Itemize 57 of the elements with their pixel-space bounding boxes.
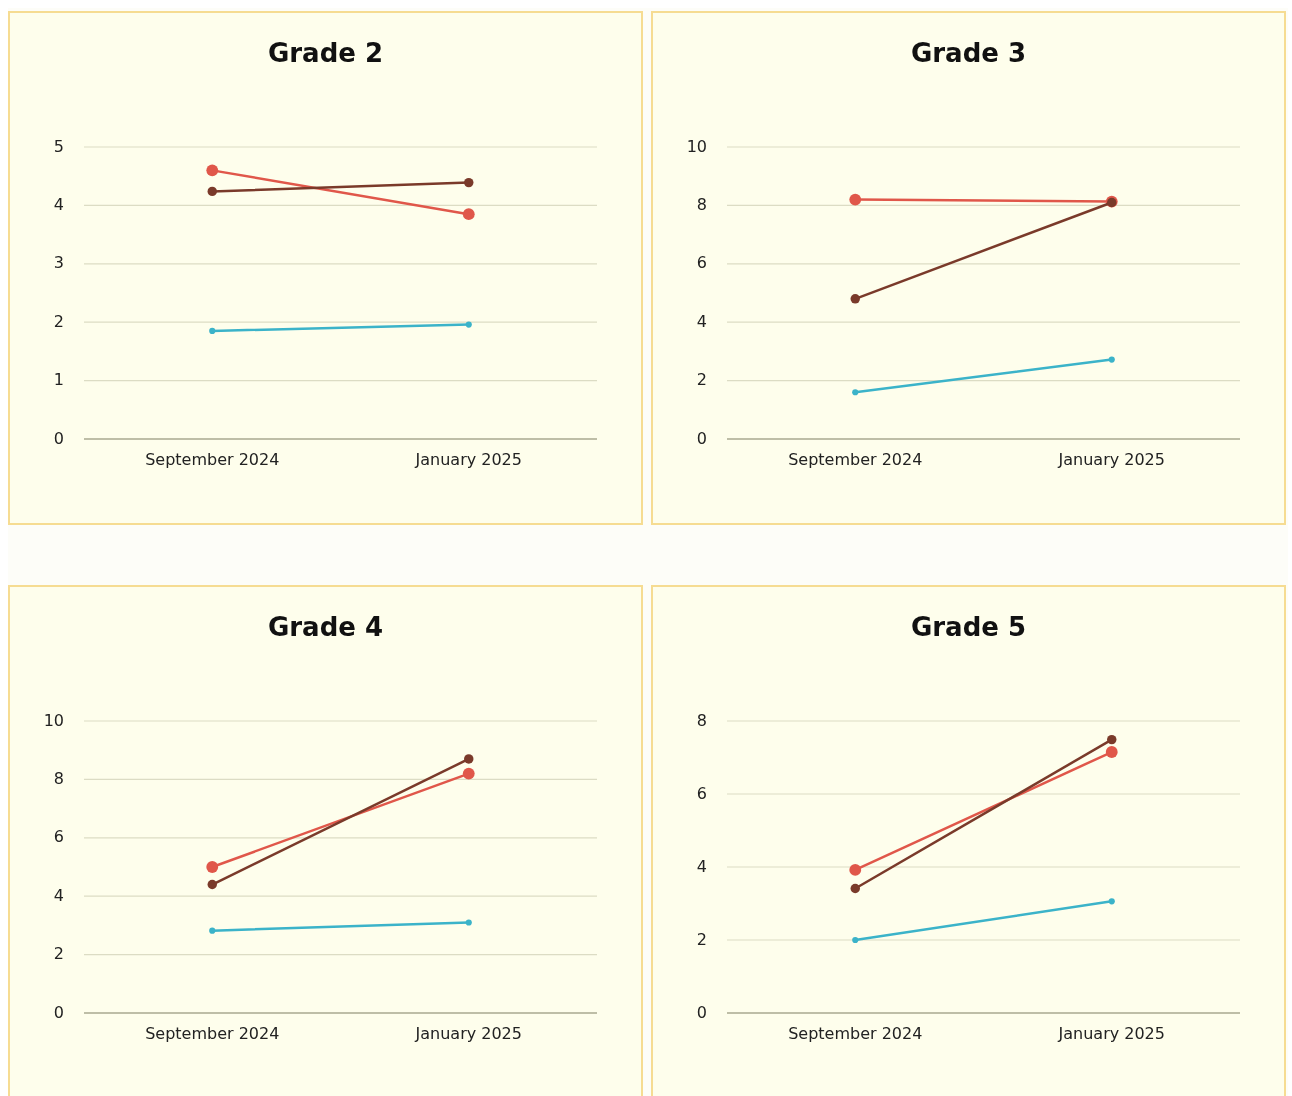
y-tick-label: 6 [696,253,707,273]
point [206,164,219,177]
point [209,327,216,335]
y-tick-label: 1 [53,370,64,390]
y-tick-label: 5 [53,136,64,156]
y-tick-label: 8 [696,710,707,730]
point [206,861,219,873]
x-tick-label: January 2025 [1057,1024,1165,1043]
point [852,389,859,396]
y-tick-label: 4 [696,311,707,331]
point [850,294,860,304]
chart-title: Grade 3 [910,38,1027,68]
x-tick-label: September 2024 [788,450,923,469]
y-tick-label: 8 [53,768,64,788]
x-tick-label: September 2024 [788,1024,923,1043]
y-tick-label: 10 [43,710,64,730]
x-tick-label: January 2025 [414,1024,522,1043]
y-tick-label: 8 [696,194,707,214]
y-tick-label: 0 [696,428,707,448]
point [207,879,217,890]
point [462,208,475,221]
x-tick-label: September 2024 [145,450,280,469]
y-tick-label: 2 [53,311,64,331]
point [465,321,472,328]
point [1105,746,1118,758]
y-tick-label: 2 [53,944,64,964]
point [209,927,216,934]
point [849,193,862,206]
x-tick-label: January 2025 [1057,450,1165,469]
point [850,883,860,894]
point [1107,734,1117,745]
point [852,936,859,944]
point [849,864,862,876]
point [207,186,217,197]
y-tick-label: 0 [53,1002,64,1022]
y-tick-label: 6 [53,827,64,847]
y-tick-label: 4 [53,194,64,214]
y-tick-label: 4 [53,885,64,905]
y-tick-label: 6 [696,783,707,803]
y-tick-label: 10 [686,136,707,156]
y-tick-label: 0 [696,1002,707,1022]
y-tick-label: 4 [696,856,707,876]
x-tick-label: January 2025 [414,450,522,469]
point [465,919,472,926]
point [462,767,475,780]
y-tick-label: 3 [53,253,64,273]
y-tick-label: 2 [696,370,707,390]
x-tick-label: September 2024 [145,1024,280,1043]
y-tick-label: 0 [53,428,64,448]
point [464,177,474,188]
chart-title: Grade 2 [267,38,384,68]
point [1108,356,1115,363]
point [1108,898,1115,905]
point [464,754,474,764]
chart-title: Grade 4 [267,612,384,642]
y-tick-label: 2 [696,929,707,949]
chart-title: Grade 5 [910,612,1027,642]
